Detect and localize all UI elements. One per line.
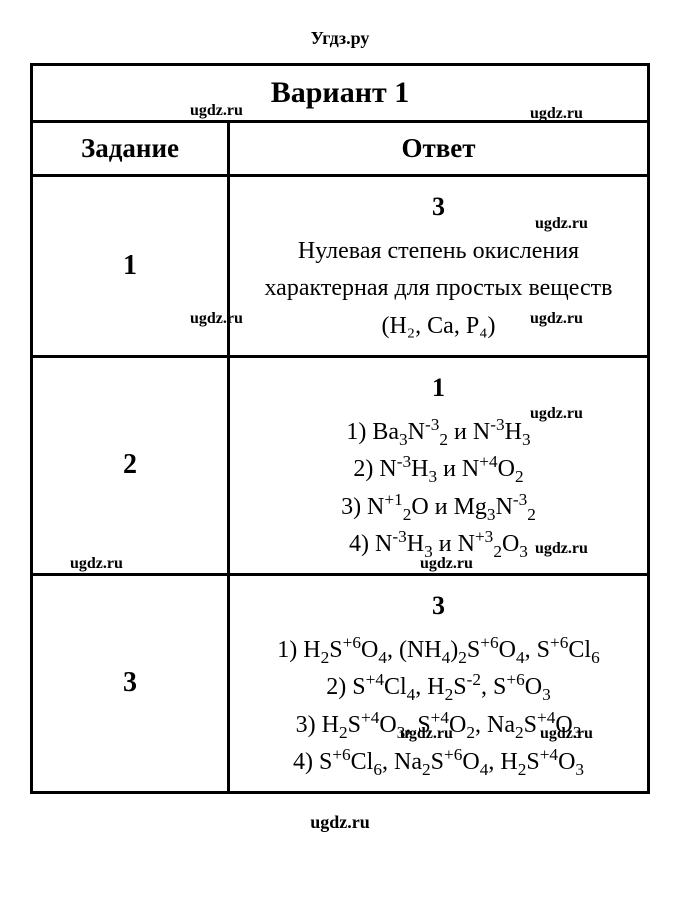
chem-line: 3) N+12O и Mg3N-32 [242, 489, 635, 526]
answer-number: 1 [242, 368, 635, 408]
chem-line: 3) H2S+4O3, S+4O2, Na2S+4O3 [242, 707, 635, 744]
answer-number: 3 [242, 187, 635, 227]
col-answer-header: Ответ [229, 122, 649, 176]
col-task-header: Задание [32, 122, 229, 176]
answer-cell: 1 1) Ba3N-32 и N-3H3 2) N-3H3 и N+4O2 3)… [229, 356, 649, 574]
site-footer: ugdz.ru [30, 812, 650, 833]
chem-line: 1) H2S+6O4, (NH4)2S+6O4, S+6Cl6 [242, 632, 635, 669]
task-number: 2 [32, 356, 229, 574]
answer-cell: 3 1) H2S+6O4, (NH4)2S+6O4, S+6Cl6 2) S+4… [229, 574, 649, 792]
table-row: 3 3 1) H2S+6O4, (NH4)2S+6O4, S+6Cl6 2) S… [32, 574, 649, 792]
chem-line: 4) N-3H3 и N+32O3 [242, 526, 635, 563]
answer-number: 3 [242, 586, 635, 626]
task-number: 1 [32, 176, 229, 357]
answer-cell: 3 Нулевая степень окисления характерная … [229, 176, 649, 357]
table-row: 1 3 Нулевая степень окисления характерна… [32, 176, 649, 357]
variant-title: Вариант 1 [32, 65, 649, 122]
page-container: Угдз.ру Вариант 1 Задание Ответ 1 3 Нуле… [0, 0, 680, 863]
chem-line: 2) N-3H3 и N+4O2 [242, 451, 635, 488]
chem-line: 2) S+4Cl4, H2S-2, S+6O3 [242, 669, 635, 706]
table-row-header: Задание Ответ [32, 122, 649, 176]
site-header: Угдз.ру [30, 28, 650, 49]
chem-line: 4) S+6Cl6, Na2S+6O4, H2S+4O3 [242, 744, 635, 781]
answers-table: Вариант 1 Задание Ответ 1 3 Нулевая степ… [30, 63, 650, 794]
chem-line: 1) Ba3N-32 и N-3H3 [242, 414, 635, 451]
table-row: 2 1 1) Ba3N-32 и N-3H3 2) N-3H3 и N+4O2 … [32, 356, 649, 574]
table-row-title: Вариант 1 [32, 65, 649, 122]
answer-explanation: Нулевая степень окисления характерная дл… [265, 238, 613, 338]
task-number: 3 [32, 574, 229, 792]
